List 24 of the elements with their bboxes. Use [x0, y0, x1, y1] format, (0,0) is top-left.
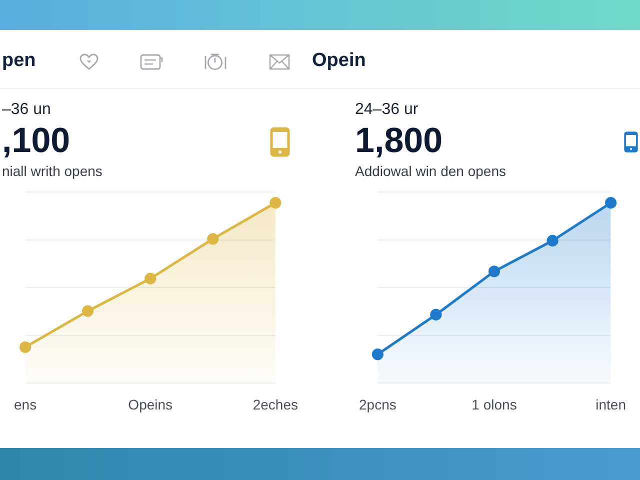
point	[430, 308, 442, 320]
point	[605, 197, 617, 209]
text: ,100	[2, 121, 70, 161]
chart-title: Opein	[312, 50, 366, 72]
x-tick-label: 1 olons	[472, 396, 517, 412]
x-tick-label: inten	[596, 396, 626, 412]
x-tick-label: Opeins	[128, 396, 173, 412]
x-tick-label: ens	[14, 396, 37, 412]
x-tick-label: 2pcns	[359, 396, 396, 412]
x-tick-label: 2eches	[252, 396, 298, 412]
point	[546, 234, 558, 246]
chart-title: pen	[2, 50, 36, 72]
point	[144, 272, 156, 284]
point	[19, 341, 32, 353]
point	[82, 305, 94, 317]
point	[270, 197, 282, 209]
text: 1,800	[355, 121, 443, 161]
text: 24–36 ur	[355, 101, 418, 119]
text: niall writh opens	[2, 163, 102, 179]
point	[372, 348, 384, 360]
text: Addiowal win den opens	[355, 163, 506, 179]
text: –36 un	[2, 101, 51, 119]
point	[488, 266, 500, 278]
point	[207, 233, 219, 245]
